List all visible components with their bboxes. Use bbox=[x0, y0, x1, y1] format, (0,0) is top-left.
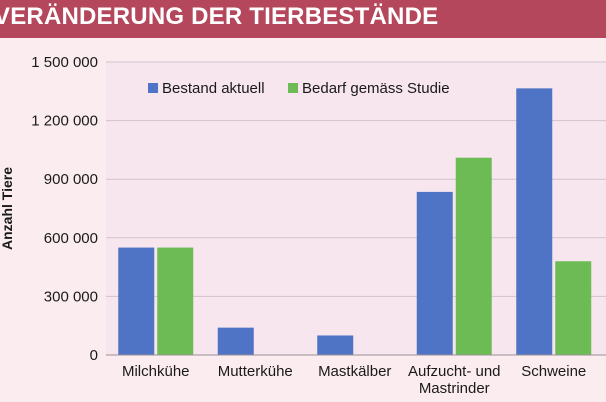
y-tick-label: 600 000 bbox=[44, 230, 98, 247]
bar-bestand bbox=[416, 191, 453, 355]
bar-bedarf bbox=[157, 247, 194, 355]
x-category-label: Mutterkühe bbox=[218, 363, 293, 380]
bar-bedarf bbox=[555, 261, 592, 355]
legend-swatch bbox=[288, 83, 298, 93]
y-tick-label: 1 200 000 bbox=[31, 113, 98, 130]
bar-bestand bbox=[217, 327, 254, 355]
bar-bedarf bbox=[455, 157, 492, 355]
bar-bestand bbox=[516, 88, 553, 356]
x-category-label: Milchkühe bbox=[122, 363, 190, 380]
legend-item: Bestand aktuell bbox=[148, 80, 265, 97]
legend-label: Bestand aktuell bbox=[162, 80, 265, 97]
x-category-label: Aufzucht- und Mastrinder bbox=[408, 363, 501, 397]
legend-swatch bbox=[148, 83, 158, 93]
bar-bestand bbox=[317, 335, 354, 355]
y-axis-label: Anzahl Tiere bbox=[0, 167, 15, 250]
y-tick-label: 900 000 bbox=[44, 171, 98, 188]
page-title: VERÄNDERUNG DER TIERBESTÄNDE bbox=[0, 3, 439, 30]
y-tick-label: 300 000 bbox=[44, 288, 98, 305]
bar-bestand bbox=[118, 247, 155, 355]
x-category-label: Mastkälber bbox=[318, 363, 391, 380]
y-tick-label: 1 500 000 bbox=[31, 54, 98, 71]
y-tick-label: 0 bbox=[90, 347, 98, 364]
x-category-label: Schweine bbox=[521, 363, 586, 380]
legend-item: Bedarf gemäss Studie bbox=[288, 80, 450, 97]
header-banner: VERÄNDERUNG DER TIERBESTÄNDE bbox=[0, 0, 606, 38]
legend-label: Bedarf gemäss Studie bbox=[302, 80, 450, 97]
